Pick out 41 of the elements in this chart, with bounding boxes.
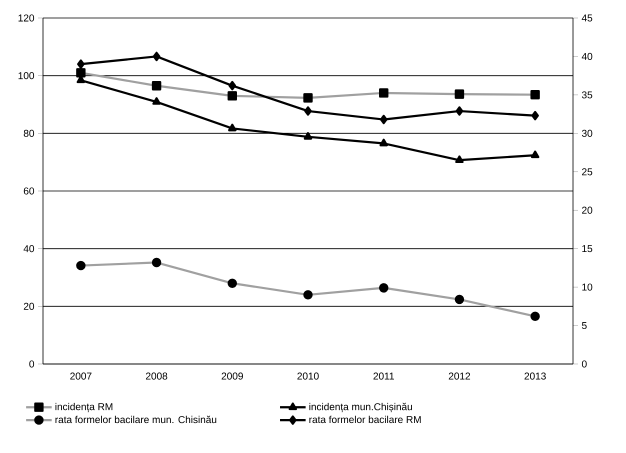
y2-tick-label: 10 — [582, 284, 592, 291]
y2-tick-label: 0 — [582, 360, 587, 368]
point — [531, 110, 539, 120]
y-tick-label: 40 — [24, 245, 34, 252]
y2-tick-label: 40 — [582, 52, 592, 60]
point — [228, 124, 237, 132]
x-tick-label: 2009 — [222, 372, 243, 380]
point — [152, 52, 160, 62]
point — [380, 114, 388, 124]
legend-label: rata formelor bacilare RM — [309, 416, 421, 424]
point — [228, 80, 236, 90]
x-tick-label: 2011 — [373, 372, 394, 380]
y-tick-label: 0 — [29, 360, 34, 368]
point — [304, 132, 312, 140]
x-tick-label: 2012 — [448, 372, 470, 380]
y-tick-label: 20 — [24, 302, 34, 310]
x-tick-label: 2010 — [297, 372, 319, 380]
x-tick-label: 2008 — [146, 372, 168, 380]
point — [77, 59, 85, 69]
point — [530, 150, 540, 158]
y-tick-label: 80 — [24, 130, 34, 137]
y2-tick-label: 30 — [582, 130, 592, 137]
legend-label: incidența RM — [55, 402, 112, 412]
y-tick-label: 120 — [18, 14, 34, 22]
point — [380, 138, 388, 146]
x-tick-label: 2007 — [70, 372, 92, 380]
point — [152, 97, 161, 105]
y2-tick-label: 20 — [582, 206, 592, 214]
point — [455, 155, 464, 164]
legend-label: incidența mun.Chișinău — [309, 402, 412, 412]
x-tick-label: 2013 — [524, 372, 546, 380]
y2-tick-label: 45 — [582, 14, 592, 22]
legend-label: rata formelor bacilare mun. Chisinău — [55, 416, 216, 424]
point — [456, 106, 464, 116]
point — [304, 106, 312, 116]
y2-tick-label: 5 — [582, 322, 587, 330]
y-tick-label: 100 — [18, 72, 34, 80]
y2-tick-label: 35 — [582, 91, 592, 98]
y-tick-label: 60 — [24, 187, 34, 195]
y2-tick-label: 15 — [582, 245, 592, 252]
y2-tick-label: 25 — [582, 168, 592, 176]
